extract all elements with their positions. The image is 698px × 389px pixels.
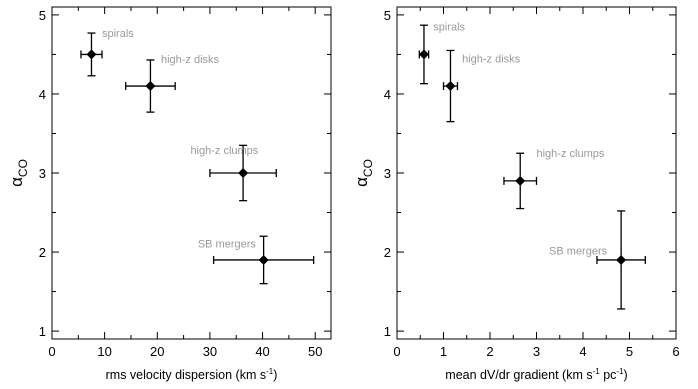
diamond-marker — [238, 168, 249, 178]
diamond-marker — [418, 49, 429, 60]
point-annotation: SB mergers — [549, 245, 608, 257]
point-annotation: high-z disks — [462, 53, 521, 65]
x-tick-label: 0 — [393, 344, 400, 359]
x-tick-label: 4 — [579, 344, 586, 359]
y-axis-label-symbol: α — [352, 177, 371, 187]
data-point: high-z clumps — [503, 148, 605, 210]
x-axis-label-sup: -1 — [266, 367, 274, 376]
y-tick-label: 2 — [384, 245, 391, 260]
x-axis-label-text: rms velocity dispersion (km s — [106, 368, 266, 382]
x-axis-label-sup: -1 — [593, 367, 601, 376]
y-axis-label-sub: CO — [16, 159, 30, 177]
point-annotation: high-z clumps — [537, 148, 605, 160]
x-axis-label: rms velocity dispersion (km s-1) — [106, 367, 278, 382]
x-tick-label: 1 — [440, 344, 447, 359]
x-axis-label: mean dV/dr gradient (km s-1 pc-1) — [445, 367, 627, 382]
y-axis-label: αCO — [352, 159, 375, 187]
diamond-marker — [145, 81, 156, 92]
point-annotation: spirals — [433, 22, 465, 34]
x-tick-label: 50 — [308, 344, 322, 359]
x-tick-label: 3 — [533, 344, 540, 359]
x-tick-label: 20 — [150, 344, 164, 359]
data-point: high-z disks — [125, 54, 220, 113]
x-tick-label: 0 — [48, 344, 55, 359]
y-axis-label-sub: CO — [361, 159, 375, 177]
y-tick-label: 3 — [384, 166, 391, 181]
x-axis-label-text: mean dV/dr gradient (km s — [445, 368, 592, 382]
x-tick-label: 40 — [255, 344, 269, 359]
x-axis-label-suffix: ) — [273, 368, 277, 382]
left-panel: 0 10 20 30 40 50 1 2 3 4 5 rms velocity dispersion … — [7, 6, 332, 382]
point-annotation: SB mergers — [198, 238, 257, 250]
x-tick-label: 30 — [203, 344, 217, 359]
x-tick-label: 2 — [486, 344, 493, 359]
diamond-marker — [258, 254, 269, 265]
data-point: SB mergers — [549, 210, 646, 310]
data-point: SB mergers — [198, 235, 315, 285]
data-point: high-z disks — [442, 49, 521, 123]
y-tick-label: 4 — [384, 87, 391, 102]
x-tick-label: 5 — [626, 344, 633, 359]
diamond-marker — [616, 254, 627, 265]
y-tick-label: 1 — [384, 324, 391, 339]
y-axis-label-symbol: α — [7, 177, 26, 187]
diamond-marker — [445, 81, 456, 92]
y-tick-label: 5 — [384, 8, 391, 23]
x-axis-label-mid: pc — [600, 368, 617, 382]
point-annotation: high-z disks — [161, 54, 220, 66]
data-point: spirals — [80, 28, 134, 77]
x-tick-label: 6 — [672, 344, 679, 359]
y-tick-label: 4 — [39, 87, 46, 102]
y-axis-label: αCO — [7, 159, 30, 187]
plot-frame — [396, 6, 677, 340]
diamond-marker — [86, 49, 97, 60]
data-point: high-z clumps — [190, 144, 277, 202]
y-tick-label: 5 — [39, 8, 46, 23]
diamond-marker — [515, 175, 526, 186]
y-tick-label: 1 — [39, 324, 46, 339]
point-annotation: high-z clumps — [190, 145, 258, 157]
point-annotation: spirals — [102, 28, 134, 40]
x-axis-label-sup2: -1 — [616, 367, 624, 376]
y-tick-label: 3 — [39, 166, 46, 181]
data-point: spirals — [418, 22, 466, 85]
x-axis-label-suffix: ) — [624, 368, 628, 382]
x-tick-label: 10 — [97, 344, 111, 359]
y-tick-label: 2 — [39, 245, 46, 260]
